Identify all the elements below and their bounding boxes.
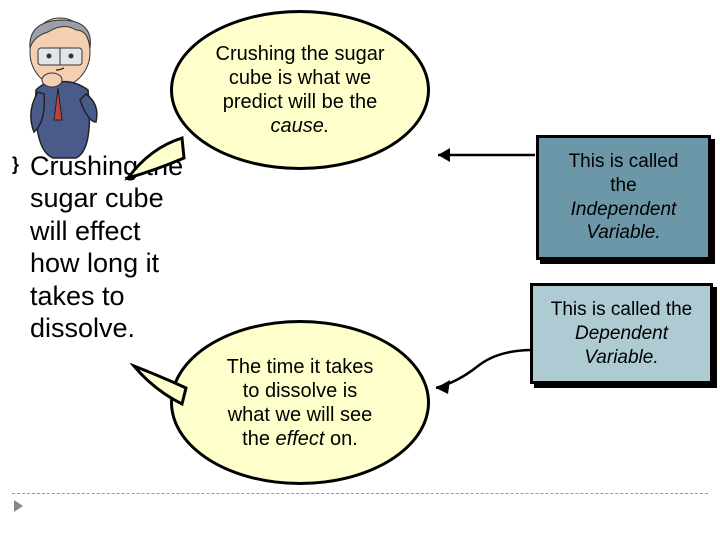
bubble-cause-text: Crushing the sugar cube is what we predi… [216, 42, 385, 138]
bubble-tail-bottom [130, 362, 200, 412]
play-marker-icon [14, 500, 23, 512]
dependent-variable-box: This is called the Dependent Variable. [530, 283, 713, 384]
thinking-character [8, 10, 118, 160]
speech-bubble-effect: The time it takes to dissolve is what we… [170, 320, 430, 485]
bubble-effect-text: The time it takes to dissolve is what we… [227, 355, 374, 451]
arrow-top [420, 130, 540, 190]
independent-variable-box: This is called the Independent Variable. [536, 135, 711, 260]
box-intro: This is called the [551, 299, 693, 320]
box-term: Dependent Variable. [575, 323, 668, 368]
box-term: Independent Variable. [571, 199, 677, 244]
speech-bubble-cause: Crushing the sugar cube is what we predi… [170, 10, 430, 170]
arrow-bottom [418, 348, 538, 408]
box-intro: This is called the [569, 151, 679, 196]
bubble-tail-top [122, 130, 192, 190]
divider-line [12, 493, 708, 494]
